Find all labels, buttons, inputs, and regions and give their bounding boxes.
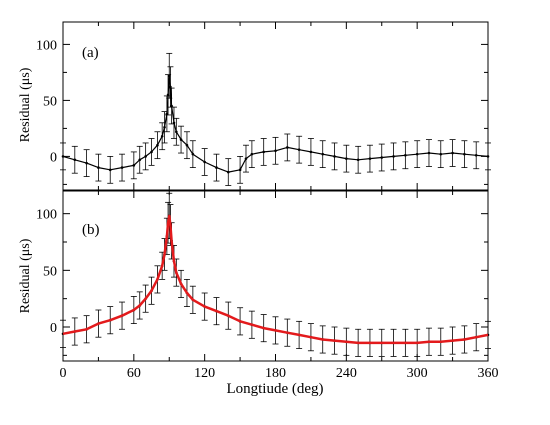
panel-b-xlabel: Longtiude (deg) bbox=[226, 381, 323, 397]
data-point bbox=[250, 152, 254, 156]
data-point bbox=[191, 152, 195, 156]
data-point bbox=[345, 157, 348, 160]
data-point bbox=[166, 93, 170, 97]
data-point bbox=[167, 74, 171, 78]
panel-a-ylabel: Residual (μs) bbox=[18, 67, 33, 142]
panel-a-errorbars bbox=[60, 52, 491, 186]
panel-b-ylabel: Residual (μs) bbox=[18, 238, 33, 313]
data-point bbox=[108, 168, 112, 172]
x-tick-label: 60 bbox=[127, 366, 141, 381]
data-point bbox=[427, 151, 431, 155]
y-tick-label: 100 bbox=[36, 208, 57, 223]
data-point bbox=[368, 157, 372, 160]
data-point bbox=[170, 104, 173, 108]
y-tick-label: 50 bbox=[43, 94, 57, 109]
data-point bbox=[160, 134, 164, 138]
data-point bbox=[463, 152, 466, 156]
fit-curve bbox=[62, 214, 489, 345]
data-point bbox=[415, 152, 419, 156]
data-point bbox=[474, 153, 478, 157]
panel-a-frame bbox=[62, 21, 489, 191]
data-point bbox=[169, 85, 172, 89]
data-point bbox=[144, 155, 147, 158]
data-point bbox=[309, 150, 313, 154]
data-point bbox=[120, 166, 124, 169]
data-point bbox=[132, 164, 136, 167]
data-point bbox=[356, 158, 360, 162]
data-point bbox=[150, 150, 153, 154]
data-point bbox=[333, 155, 336, 158]
data-point bbox=[321, 152, 325, 156]
data-point bbox=[175, 130, 178, 134]
data-point bbox=[244, 157, 248, 160]
x-tick-label: 240 bbox=[336, 366, 357, 381]
data-point bbox=[238, 168, 242, 172]
panel-a-label: (a) bbox=[82, 45, 99, 61]
panel-b-ytick-labels: 0 50 100 bbox=[36, 208, 57, 336]
x-tick-label: 120 bbox=[194, 366, 215, 381]
data-point bbox=[404, 153, 407, 157]
data-point bbox=[215, 166, 218, 169]
y-tick-label: 50 bbox=[43, 264, 57, 279]
data-point bbox=[439, 152, 443, 156]
panel-b: 0 50 100 0 60 120 180 240 300 360 (b) Residual (… bbox=[18, 190, 499, 397]
data-point bbox=[138, 158, 142, 162]
data-point bbox=[163, 125, 166, 129]
data-point bbox=[61, 155, 65, 158]
panel-b-series bbox=[61, 214, 490, 345]
panel-b-errorbars bbox=[60, 192, 491, 357]
x-tick-label: 300 bbox=[407, 366, 428, 381]
y-tick-label: 0 bbox=[50, 321, 57, 336]
data-point bbox=[156, 143, 159, 147]
panel-b-xtick-labels: 0 60 120 180 240 300 360 bbox=[60, 366, 499, 381]
data-point bbox=[274, 149, 277, 153]
panel-a-ytick-labels: 0 50 100 bbox=[36, 38, 57, 165]
panel-a-series bbox=[61, 74, 490, 174]
data-point bbox=[165, 112, 169, 116]
data-point bbox=[85, 161, 88, 165]
data-point bbox=[297, 148, 301, 151]
panel-b-label: (b) bbox=[82, 222, 100, 238]
x-tick-label: 180 bbox=[265, 366, 286, 381]
data-point bbox=[380, 156, 384, 159]
data-point bbox=[185, 143, 189, 147]
data-point bbox=[392, 155, 395, 158]
y-tick-label: 0 bbox=[50, 150, 57, 165]
data-point bbox=[97, 166, 100, 169]
x-tick-label: 0 bbox=[60, 366, 67, 381]
data-point bbox=[226, 170, 230, 174]
panel-a: 0 50 100 (a) Residual (μs) bbox=[18, 21, 491, 191]
y-tick-label: 100 bbox=[36, 38, 57, 53]
data-point bbox=[203, 160, 206, 164]
panel-a-ticks bbox=[62, 22, 489, 190]
data-point bbox=[172, 121, 176, 125]
data-point bbox=[451, 151, 454, 155]
data-point bbox=[286, 146, 289, 149]
data-point bbox=[486, 155, 490, 158]
x-tick-label: 360 bbox=[478, 366, 499, 381]
data-point bbox=[73, 158, 77, 162]
data-point bbox=[262, 150, 265, 154]
data-point bbox=[179, 138, 183, 141]
